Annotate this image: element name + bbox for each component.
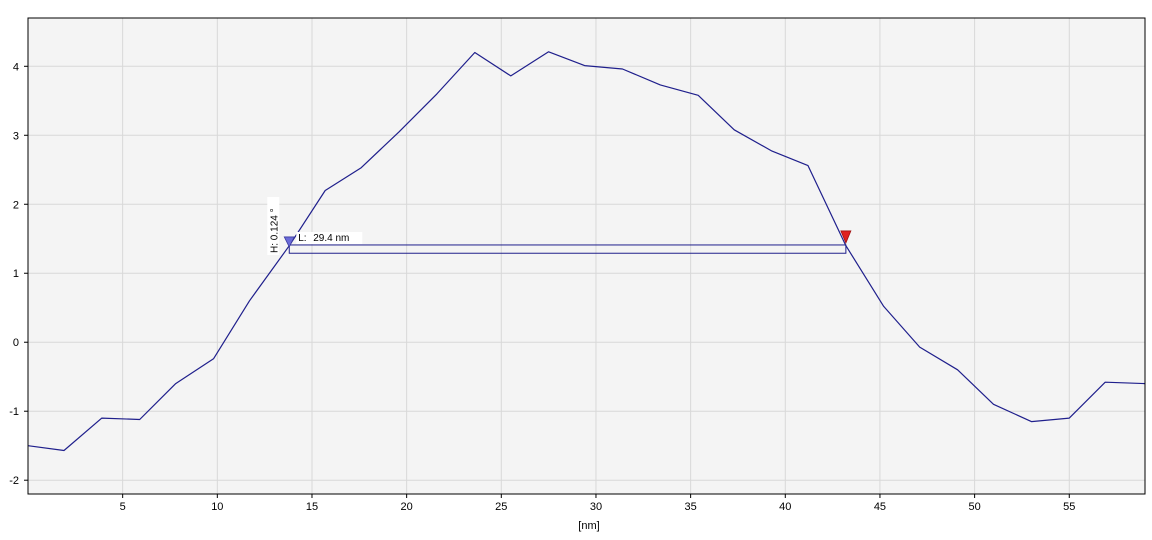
x-tick-label: 50 — [968, 501, 980, 513]
y-axis: -2 -1 0 1 2 3 4 — [9, 61, 28, 487]
y-tick-label: 0 — [13, 337, 19, 349]
end-marker-icon — [840, 230, 852, 245]
y-tick-label: 2 — [13, 199, 19, 211]
height-label-background — [267, 196, 280, 255]
length-value: 29.4 nm — [313, 233, 349, 244]
x-tick-label: 5 — [120, 501, 126, 513]
x-tick-label: 30 — [590, 501, 602, 513]
x-axis-label: [nm] — [578, 520, 599, 532]
x-tick-label: 15 — [306, 501, 318, 513]
x-tick-label: 40 — [779, 501, 791, 513]
series-line — [27, 51, 1146, 452]
x-tick-label: 10 — [211, 501, 223, 513]
y-tick-label: 3 — [13, 130, 19, 142]
x-tick-label: 55 — [1063, 501, 1075, 513]
x-tick-label: 45 — [874, 501, 886, 513]
length-label-background — [296, 231, 363, 244]
measurement-box — [288, 244, 847, 254]
length-label: L: — [298, 233, 306, 244]
x-tick-label: 25 — [495, 501, 507, 513]
height-label: H: 0.124 ° — [269, 208, 280, 253]
y-tick-label: 4 — [13, 61, 19, 73]
plot-area — [28, 18, 1145, 494]
plot-frame — [27, 17, 1146, 495]
start-marker-icon — [283, 236, 295, 248]
series-layer — [27, 51, 1146, 452]
x-axis: 5 10 15 20 25 30 35 40 45 50 55 — [120, 494, 1075, 513]
measurement-layer: L: 29.4 nm H: 0.124 ° — [267, 196, 852, 255]
y-tick-label: -2 — [9, 475, 19, 487]
y-tick-label: 1 — [13, 268, 19, 280]
y-tick-label: -1 — [9, 406, 19, 418]
x-tick-label: 35 — [685, 501, 697, 513]
x-tick-label: 20 — [401, 501, 413, 513]
